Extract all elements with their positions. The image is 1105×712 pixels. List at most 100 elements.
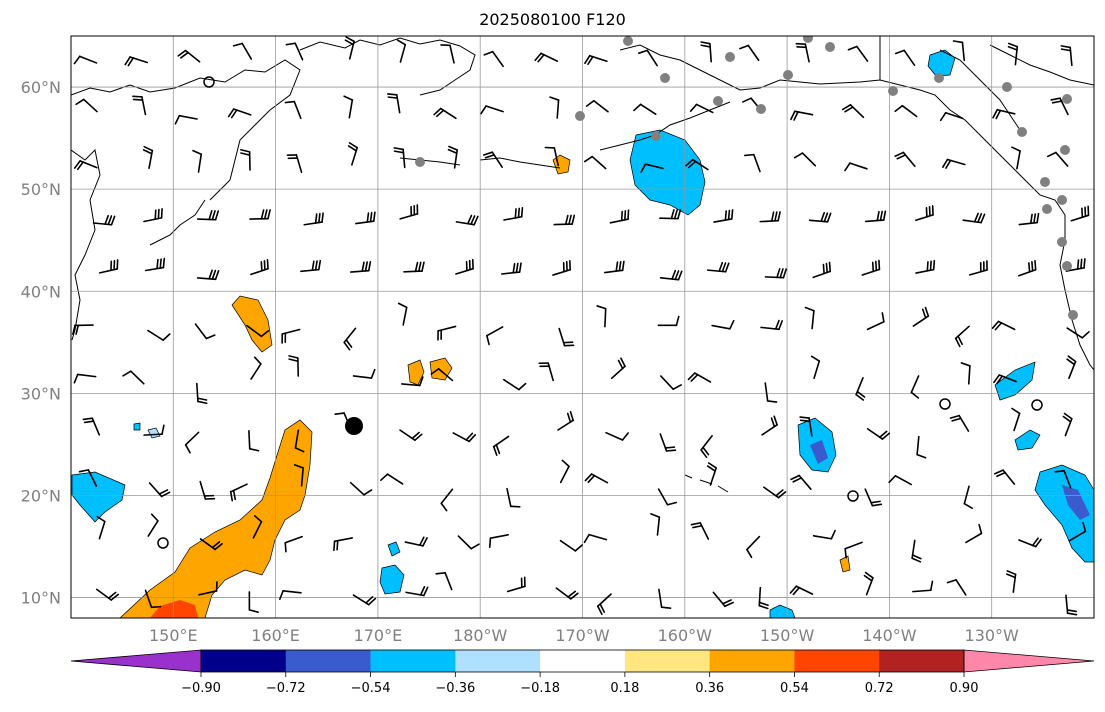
wind-barb xyxy=(706,462,717,486)
wind-barb xyxy=(435,572,453,591)
wind-barb xyxy=(993,374,1017,385)
wind-barb xyxy=(401,376,424,387)
station-marker xyxy=(651,131,661,141)
wind-barb xyxy=(912,306,930,327)
wind-barb xyxy=(538,362,554,382)
wind-barb xyxy=(303,212,324,226)
wind-barb xyxy=(1060,45,1073,67)
wind-barb xyxy=(196,210,220,221)
wind-barb xyxy=(605,431,629,441)
longitude-label: 170°E xyxy=(354,626,403,645)
wind-barb xyxy=(1006,570,1017,593)
wind-barb xyxy=(195,382,208,405)
wind-barb xyxy=(610,357,626,380)
wind-barb xyxy=(1066,327,1090,339)
wind-barb xyxy=(866,312,885,331)
wind-barb xyxy=(147,513,159,537)
wind-barb xyxy=(248,591,259,613)
wind-barb xyxy=(584,473,609,484)
wind-barb xyxy=(894,151,916,168)
wind-barb xyxy=(143,208,163,223)
wind-barb xyxy=(144,257,166,272)
wind-barb xyxy=(142,145,154,170)
station-marker xyxy=(1017,127,1027,137)
wind-barb xyxy=(609,209,630,224)
station-marker xyxy=(756,104,766,114)
wind-barb xyxy=(199,538,223,551)
wind-barb xyxy=(1054,470,1072,489)
wind-barb xyxy=(952,40,966,62)
wind-barb xyxy=(284,100,302,120)
wind-barb xyxy=(603,260,625,274)
wind-barb xyxy=(144,589,162,609)
wind-barb xyxy=(403,261,425,273)
wind-barb xyxy=(349,261,372,273)
wind-barb xyxy=(640,163,664,173)
wind-barb xyxy=(352,368,376,379)
wind-barb xyxy=(1011,146,1021,170)
colorbar-segment xyxy=(455,650,541,672)
coastline-asia xyxy=(71,59,301,341)
wind-barb xyxy=(486,326,504,346)
wind-barb xyxy=(799,416,813,437)
latitude-label: 50°N xyxy=(21,180,61,199)
wind-barb xyxy=(583,533,608,544)
wind-barb xyxy=(685,158,709,171)
wind-barb xyxy=(174,114,198,125)
wind-barb xyxy=(92,214,116,226)
cyclone-marker xyxy=(345,417,363,435)
station-marker xyxy=(825,42,835,52)
coastline-canada xyxy=(879,36,1094,131)
station-marker xyxy=(783,70,793,80)
wind-barbs xyxy=(72,36,1090,616)
wind-barb xyxy=(968,260,988,276)
wind-barb xyxy=(483,50,504,68)
coastlines xyxy=(71,36,1094,493)
latitude-labels: 60°N 50°N 40°N 30°N 20°N 10°N xyxy=(21,78,61,608)
wind-barb xyxy=(480,105,504,115)
wind-barb xyxy=(457,535,480,550)
wind-barb xyxy=(447,145,459,169)
wind-barb xyxy=(399,429,423,442)
wind-barb xyxy=(227,108,252,119)
open-marker xyxy=(1031,399,1043,411)
wind-barb xyxy=(1018,537,1042,548)
colorbar-tick-label: 0.18 xyxy=(610,681,639,696)
colorbar-segment xyxy=(879,650,965,672)
wind-barb xyxy=(939,111,964,122)
wind-barb xyxy=(192,149,203,173)
wind-barb xyxy=(143,424,165,436)
wind-barb xyxy=(492,435,510,456)
station-marker xyxy=(934,73,944,83)
wind-barb xyxy=(558,327,575,347)
wind-barb xyxy=(455,258,474,275)
wind-barb xyxy=(1050,97,1069,116)
wind-barb xyxy=(855,377,866,401)
wind-barb xyxy=(534,52,559,63)
wind-barb xyxy=(285,42,304,61)
longitude-labels: 150°E 160°E 170°E 180°W 170°W 160°W 150°W 140°W… xyxy=(149,626,1019,645)
negative-anomaly-region xyxy=(927,49,956,77)
wind-barb xyxy=(962,212,986,224)
colorbar-segment xyxy=(794,650,880,672)
open-marker xyxy=(847,490,859,502)
colorbar-tick-label: 0.54 xyxy=(780,681,809,696)
wind-barb xyxy=(1070,205,1090,222)
wind-barb xyxy=(960,362,971,385)
wind-barb xyxy=(248,430,260,452)
map-title: 2025080100 F120 xyxy=(479,10,626,29)
station-marker xyxy=(575,111,585,121)
wind-barb xyxy=(658,588,672,609)
wind-barb xyxy=(396,39,407,63)
colorbar-extend-high xyxy=(963,649,1095,673)
wind-barb xyxy=(246,324,270,338)
wind-barb xyxy=(659,433,677,452)
station-marker xyxy=(725,52,735,62)
wind-barb xyxy=(184,431,200,454)
wind-barb xyxy=(405,585,429,597)
wind-barb xyxy=(864,488,883,507)
wind-barb xyxy=(279,590,302,601)
coastline-aleutians xyxy=(399,101,731,169)
gridlines xyxy=(71,36,1094,618)
wind-barb xyxy=(1017,259,1037,277)
